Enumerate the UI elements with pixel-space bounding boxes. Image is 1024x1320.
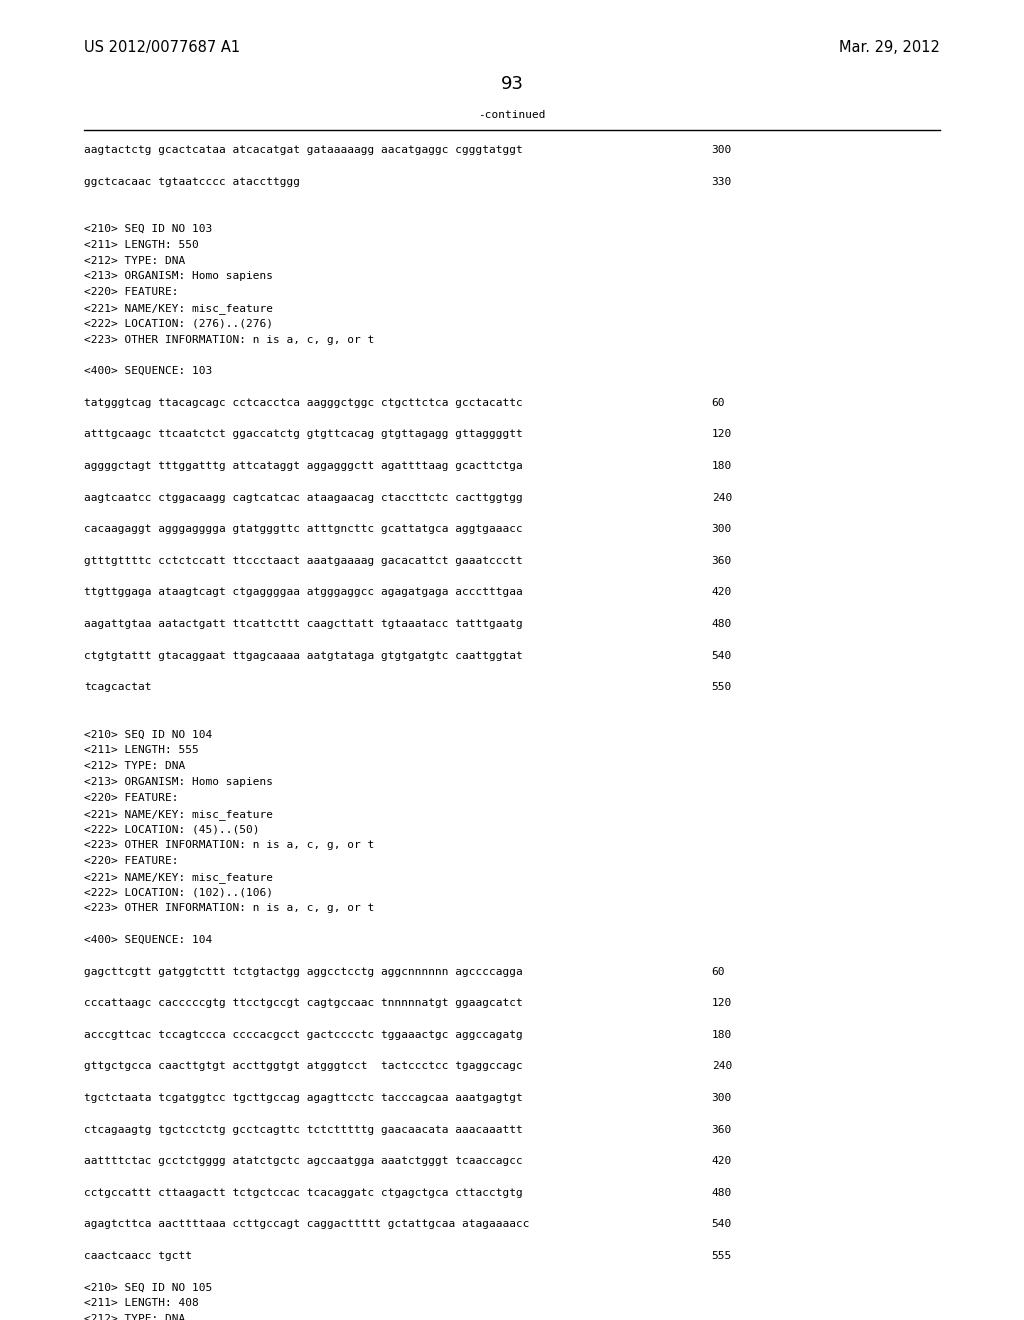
Text: <212> TYPE: DNA: <212> TYPE: DNA (84, 762, 185, 771)
Text: 93: 93 (501, 75, 523, 92)
Text: 360: 360 (712, 1125, 732, 1135)
Text: 60: 60 (712, 966, 725, 977)
Text: <211> LENGTH: 555: <211> LENGTH: 555 (84, 746, 199, 755)
Text: Mar. 29, 2012: Mar. 29, 2012 (839, 40, 940, 55)
Text: 300: 300 (712, 1093, 732, 1104)
Text: <213> ORGANISM: Homo sapiens: <213> ORGANISM: Homo sapiens (84, 777, 273, 787)
Text: <211> LENGTH: 408: <211> LENGTH: 408 (84, 1299, 199, 1308)
Text: gagcttcgtt gatggtcttt tctgtactgg aggcctcctg aggcnnnnnn agccccagga: gagcttcgtt gatggtcttt tctgtactgg aggcctc… (84, 966, 522, 977)
Text: 180: 180 (712, 1030, 732, 1040)
Text: tgctctaata tcgatggtcc tgcttgccag agagttcctc tacccagcaa aaatgagtgt: tgctctaata tcgatggtcc tgcttgccag agagttc… (84, 1093, 522, 1104)
Text: 540: 540 (712, 1220, 732, 1229)
Text: 420: 420 (712, 1156, 732, 1166)
Text: <220> FEATURE:: <220> FEATURE: (84, 288, 178, 297)
Text: US 2012/0077687 A1: US 2012/0077687 A1 (84, 40, 240, 55)
Text: 300: 300 (712, 145, 732, 154)
Text: <400> SEQUENCE: 103: <400> SEQUENCE: 103 (84, 366, 212, 376)
Text: 480: 480 (712, 619, 732, 630)
Text: -continued: -continued (478, 110, 546, 120)
Text: aagtcaatcc ctggacaagg cagtcatcac ataagaacag ctaccttctc cacttggtgg: aagtcaatcc ctggacaagg cagtcatcac ataagaa… (84, 492, 522, 503)
Text: <221> NAME/KEY: misc_feature: <221> NAME/KEY: misc_feature (84, 871, 273, 883)
Text: cctgccattt cttaagactt tctgctccac tcacaggatc ctgagctgca cttacctgtg: cctgccattt cttaagactt tctgctccac tcacagg… (84, 1188, 522, 1197)
Text: <223> OTHER INFORMATION: n is a, c, g, or t: <223> OTHER INFORMATION: n is a, c, g, o… (84, 903, 374, 913)
Text: <212> TYPE: DNA: <212> TYPE: DNA (84, 1315, 185, 1320)
Text: aagtactctg gcactcataa atcacatgat gataaaaagg aacatgaggc cgggtatggt: aagtactctg gcactcataa atcacatgat gataaaa… (84, 145, 522, 154)
Text: 420: 420 (712, 587, 732, 598)
Text: ttgttggaga ataagtcagt ctgaggggaa atgggaggcc agagatgaga accctttgaa: ttgttggaga ataagtcagt ctgaggggaa atgggag… (84, 587, 522, 598)
Text: 240: 240 (712, 492, 732, 503)
Text: ggctcacaac tgtaatcccc ataccttggg: ggctcacaac tgtaatcccc ataccttggg (84, 177, 300, 186)
Text: <400> SEQUENCE: 104: <400> SEQUENCE: 104 (84, 935, 212, 945)
Text: aagattgtaa aatactgatt ttcattcttt caagcttatt tgtaaatacc tatttgaatg: aagattgtaa aatactgatt ttcattcttt caagctt… (84, 619, 522, 630)
Text: <220> FEATURE:: <220> FEATURE: (84, 793, 178, 803)
Text: 120: 120 (712, 998, 732, 1008)
Text: 180: 180 (712, 461, 732, 471)
Text: <222> LOCATION: (102)..(106): <222> LOCATION: (102)..(106) (84, 887, 273, 898)
Text: <222> LOCATION: (45)..(50): <222> LOCATION: (45)..(50) (84, 825, 259, 834)
Text: 360: 360 (712, 556, 732, 566)
Text: <222> LOCATION: (276)..(276): <222> LOCATION: (276)..(276) (84, 319, 273, 329)
Text: 550: 550 (712, 682, 732, 692)
Text: acccgttcac tccagtccca ccccacgcct gactcccctc tggaaactgc aggccagatg: acccgttcac tccagtccca ccccacgcct gactccc… (84, 1030, 522, 1040)
Text: tcagcactat: tcagcactat (84, 682, 152, 692)
Text: 300: 300 (712, 524, 732, 535)
Text: agagtcttca aacttttaaa ccttgccagt caggacttttt gctattgcaa atagaaaacc: agagtcttca aacttttaaa ccttgccagt caggact… (84, 1220, 529, 1229)
Text: 240: 240 (712, 1061, 732, 1072)
Text: cacaagaggt agggagggga gtatgggttc atttgncttc gcattatgca aggtgaaacc: cacaagaggt agggagggga gtatgggttc atttgnc… (84, 524, 522, 535)
Text: <210> SEQ ID NO 105: <210> SEQ ID NO 105 (84, 1283, 212, 1292)
Text: <210> SEQ ID NO 103: <210> SEQ ID NO 103 (84, 224, 212, 234)
Text: <212> TYPE: DNA: <212> TYPE: DNA (84, 256, 185, 265)
Text: 60: 60 (712, 397, 725, 408)
Text: cccattaagc cacccccgtg ttcctgccgt cagtgccaac tnnnnnatgt ggaagcatct: cccattaagc cacccccgtg ttcctgccgt cagtgcc… (84, 998, 522, 1008)
Text: <223> OTHER INFORMATION: n is a, c, g, or t: <223> OTHER INFORMATION: n is a, c, g, o… (84, 841, 374, 850)
Text: <211> LENGTH: 550: <211> LENGTH: 550 (84, 240, 199, 249)
Text: <213> ORGANISM: Homo sapiens: <213> ORGANISM: Homo sapiens (84, 272, 273, 281)
Text: <220> FEATURE:: <220> FEATURE: (84, 855, 178, 866)
Text: 555: 555 (712, 1251, 732, 1261)
Text: 330: 330 (712, 177, 732, 186)
Text: <223> OTHER INFORMATION: n is a, c, g, or t: <223> OTHER INFORMATION: n is a, c, g, o… (84, 334, 374, 345)
Text: aggggctagt tttggatttg attcataggt aggagggctt agattttaag gcacttctga: aggggctagt tttggatttg attcataggt aggaggg… (84, 461, 522, 471)
Text: caactcaacc tgctt: caactcaacc tgctt (84, 1251, 191, 1261)
Text: aattttctac gcctctgggg atatctgctc agccaatgga aaatctgggt tcaaccagcc: aattttctac gcctctgggg atatctgctc agccaat… (84, 1156, 522, 1166)
Text: 540: 540 (712, 651, 732, 660)
Text: ctgtgtattt gtacaggaat ttgagcaaaa aatgtataga gtgtgatgtc caattggtat: ctgtgtattt gtacaggaat ttgagcaaaa aatgtat… (84, 651, 522, 660)
Text: 480: 480 (712, 1188, 732, 1197)
Text: <221> NAME/KEY: misc_feature: <221> NAME/KEY: misc_feature (84, 809, 273, 820)
Text: ctcagaagtg tgctcctctg gcctcagttc tctctttttg gaacaacata aaacaaattt: ctcagaagtg tgctcctctg gcctcagttc tctcttt… (84, 1125, 522, 1135)
Text: gttgctgcca caacttgtgt accttggtgt atgggtcct  tactccctcc tgaggccagc: gttgctgcca caacttgtgt accttggtgt atgggtc… (84, 1061, 522, 1072)
Text: gtttgttttc cctctccatt ttccctaact aaatgaaaag gacacattct gaaatccctt: gtttgttttc cctctccatt ttccctaact aaatgaa… (84, 556, 522, 566)
Text: atttgcaagc ttcaatctct ggaccatctg gtgttcacag gtgttagagg gttaggggtt: atttgcaagc ttcaatctct ggaccatctg gtgttca… (84, 429, 522, 440)
Text: <221> NAME/KEY: misc_feature: <221> NAME/KEY: misc_feature (84, 304, 273, 314)
Text: 120: 120 (712, 429, 732, 440)
Text: <210> SEQ ID NO 104: <210> SEQ ID NO 104 (84, 730, 212, 739)
Text: tatgggtcag ttacagcagc cctcacctca aagggctggc ctgcttctca gcctacattc: tatgggtcag ttacagcagc cctcacctca aagggct… (84, 397, 522, 408)
